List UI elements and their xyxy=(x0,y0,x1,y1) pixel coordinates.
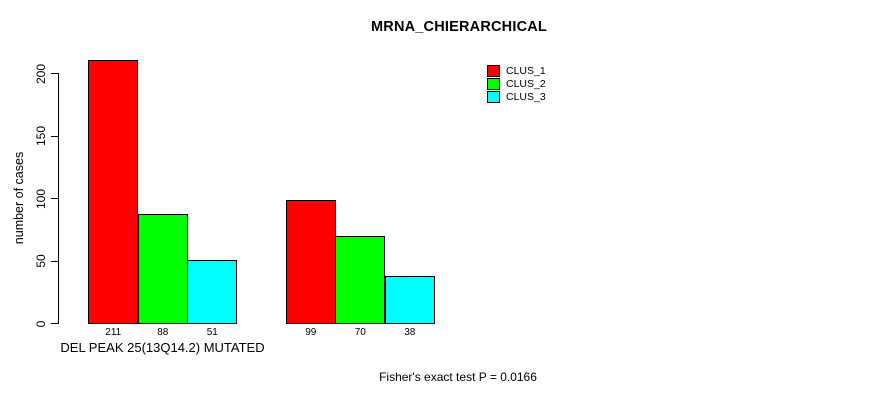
legend-item-clus-3: CLUS_3 xyxy=(487,91,546,104)
bar-clus_3-group-1 xyxy=(187,259,238,324)
legend: CLUS_1 CLUS_2 CLUS_3 xyxy=(487,64,546,104)
y-axis-tick-label: 100 xyxy=(34,188,48,209)
bar-value-label: 70 xyxy=(354,327,366,338)
legend-label: CLUS_2 xyxy=(506,77,546,90)
bar-clus_2-group-2 xyxy=(335,236,386,324)
bar-value-label: 38 xyxy=(404,327,416,338)
bar-clus_1-group-2 xyxy=(285,199,336,324)
bar-value-label: 99 xyxy=(305,327,317,338)
bar-clus_2-group-1 xyxy=(137,213,188,324)
bar-clus_1-group-1 xyxy=(88,59,139,324)
bar-value-label: 211 xyxy=(105,327,122,338)
legend-label: CLUS_1 xyxy=(506,64,546,77)
bar-clus_3-group-2 xyxy=(384,276,435,324)
y-axis-tick xyxy=(51,260,58,262)
footnote-fisher-test: Fisher's exact test P = 0.0166 xyxy=(379,370,537,384)
legend-swatch-clus-1 xyxy=(487,64,500,77)
legend-item-clus-1: CLUS_1 xyxy=(487,64,546,77)
y-axis-tick xyxy=(51,73,58,74)
x-axis-group-label: DEL PEAK 25(13Q14.2) MUTATED xyxy=(60,340,265,355)
bar-value-label: 51 xyxy=(206,327,218,338)
legend-item-clus-2: CLUS_2 xyxy=(487,77,546,90)
y-axis-line xyxy=(58,73,59,324)
chart-title: MRNA_CHIERARCHICAL xyxy=(371,19,547,35)
y-axis-tick xyxy=(51,198,58,199)
y-axis-tick-label: 200 xyxy=(34,63,48,84)
y-axis-tick xyxy=(51,323,58,324)
legend-label: CLUS_3 xyxy=(506,91,546,104)
legend-swatch-clus-3 xyxy=(487,91,500,104)
y-axis-tick-label: 0 xyxy=(34,320,48,327)
bar-value-label: 88 xyxy=(157,327,169,338)
y-axis-tick-label: 50 xyxy=(34,254,48,268)
legend-swatch-clus-2 xyxy=(487,77,500,90)
y-axis-tick-label: 150 xyxy=(34,125,48,147)
y-axis-tick xyxy=(51,135,58,137)
y-axis-title: number of cases xyxy=(12,151,26,245)
